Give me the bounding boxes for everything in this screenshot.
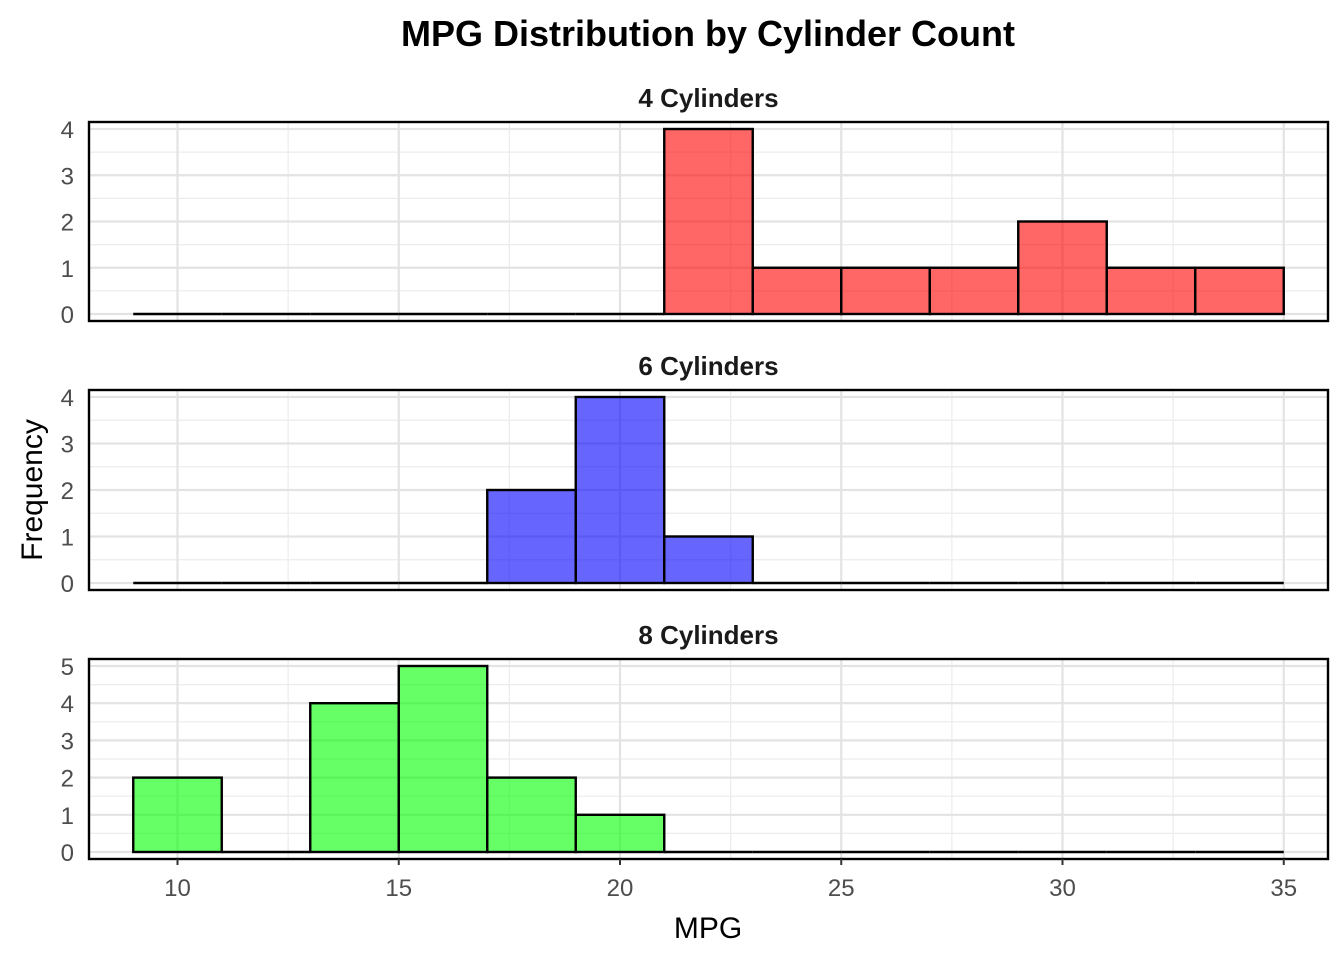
chart-title: MPG Distribution by Cylinder Count	[401, 13, 1015, 54]
y-tick-label: 4	[61, 691, 74, 718]
panel-border	[87, 120, 1330, 323]
histogram-bar	[397, 664, 489, 854]
facet-panel: 6 Cylinders 0 1 2 3 4	[61, 351, 1330, 598]
y-tick-label: 0	[61, 571, 74, 598]
facet-label: 6 Cylinders	[638, 351, 778, 381]
histogram-bar	[928, 266, 1020, 316]
histogram-bar	[1105, 266, 1197, 316]
histogram-bar	[751, 266, 843, 316]
facet-panel: 4 Cylinders 0 1 2 3 4	[61, 83, 1330, 329]
y-tick-label: 4	[61, 117, 74, 144]
histogram-bar	[840, 266, 931, 316]
panel-border	[87, 388, 1330, 592]
histogram-bar	[486, 776, 577, 854]
y-tick-label: 3	[61, 432, 74, 459]
y-tick-label: 2	[61, 478, 74, 505]
facet-label: 4 Cylinders	[638, 83, 778, 113]
histogram-bar	[1194, 266, 1285, 316]
histogram-bar	[663, 127, 754, 316]
histogram-bar	[132, 776, 223, 854]
x-axis-title: MPG	[674, 912, 742, 945]
x-tick-label: 15	[385, 875, 412, 902]
histogram-bar	[1017, 220, 1108, 316]
panel-border	[87, 657, 1330, 861]
x-axis: 10 15 20 25 30 35	[164, 859, 1297, 902]
x-tick-label: 35	[1270, 875, 1297, 902]
y-tick-label: 1	[61, 256, 74, 283]
y-tick-label: 3	[61, 163, 74, 190]
x-tick-label: 20	[607, 875, 634, 902]
y-tick-label: 0	[61, 840, 74, 867]
y-tick-label: 3	[61, 728, 74, 755]
y-tick-label: 4	[61, 385, 74, 412]
x-tick-label: 25	[828, 875, 855, 902]
x-tick-label: 10	[164, 875, 191, 902]
facet-label: 8 Cylinders	[638, 620, 778, 650]
histogram-bar	[486, 488, 577, 585]
y-tick-label: 1	[61, 803, 74, 830]
y-tick-label: 0	[61, 302, 74, 329]
y-tick-label: 2	[61, 766, 74, 793]
y-tick-label: 2	[61, 210, 74, 237]
x-tick-label: 30	[1049, 875, 1076, 902]
histogram-bar	[574, 395, 666, 585]
histogram-bar	[574, 813, 666, 854]
y-tick-label: 5	[61, 654, 74, 681]
y-tick-label: 1	[61, 525, 74, 552]
histogram-bar	[309, 702, 400, 854]
facet-panel: 8 Cylinders 0 1 2 3 4 5	[61, 620, 1330, 867]
y-axis-title: Frequency	[16, 419, 49, 561]
histogram-bar	[663, 535, 754, 585]
